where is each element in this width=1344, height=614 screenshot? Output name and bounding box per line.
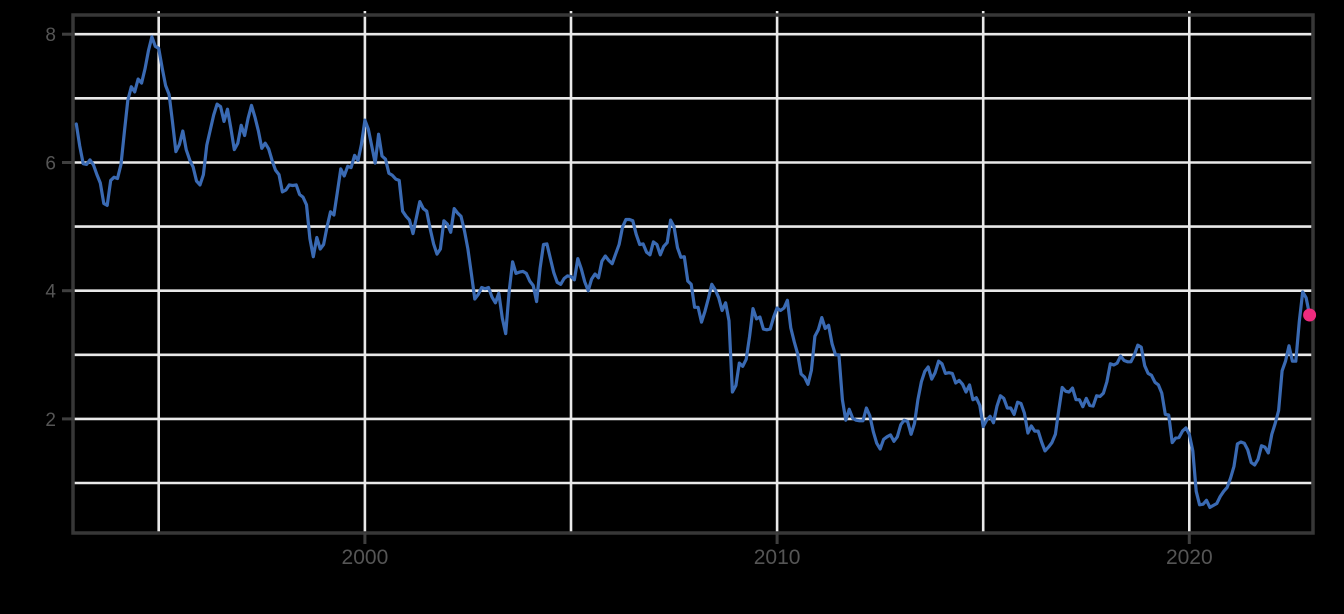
series-line: [74, 35, 1312, 509]
axis-ticks: [62, 32, 1191, 544]
latest-value-dot: [1303, 308, 1317, 322]
plot-border: [71, 13, 1315, 535]
endpoint-dot: [1303, 308, 1317, 322]
gridlines: [73, 11, 1313, 533]
y-tick-labels: 2 4 6 8: [45, 25, 56, 431]
x-tick-label: 2020: [1166, 546, 1213, 569]
x-tick-label: 2000: [342, 546, 389, 569]
y-tick-label: 8: [45, 25, 56, 46]
x-tick-label: 2010: [754, 546, 801, 569]
y-tick-label: 6: [45, 154, 56, 175]
rate-line: [74, 35, 1312, 509]
y-tick-label: 4: [45, 282, 56, 303]
plot-spine: [71, 13, 1315, 535]
y-tick-label: 2: [45, 410, 56, 431]
x-tick-labels: 2000 2010 2020: [342, 546, 1213, 569]
